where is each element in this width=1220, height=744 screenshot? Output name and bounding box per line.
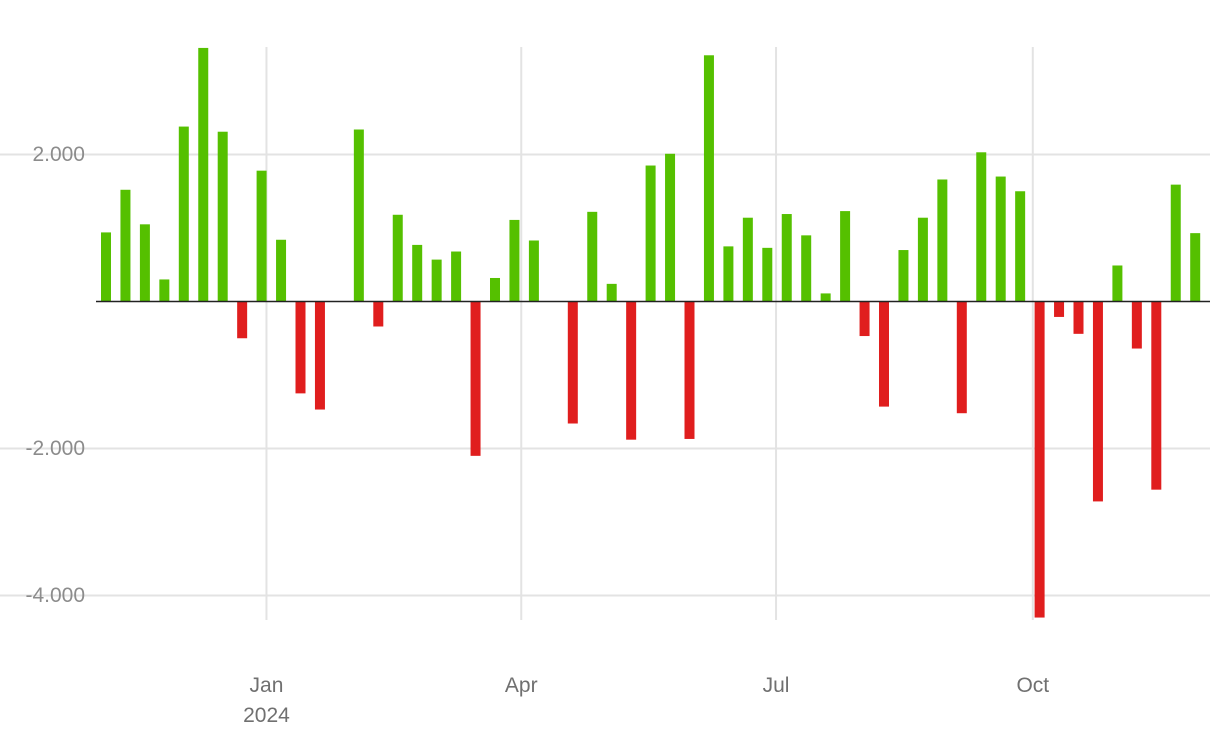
bar: [276, 239, 287, 302]
bar: [762, 247, 773, 302]
bar: [1054, 301, 1065, 317]
bar: [353, 129, 364, 302]
bar: [801, 235, 812, 302]
bar: [898, 250, 909, 302]
bar: [587, 211, 598, 302]
bar: [101, 232, 111, 302]
bar: [120, 189, 131, 302]
x-tick-label: Jan: [250, 674, 284, 697]
bar: [139, 224, 150, 302]
bar: [431, 259, 442, 302]
bar: [1131, 301, 1142, 349]
bar: [606, 283, 617, 302]
bar: [237, 301, 248, 339]
bar: [217, 131, 228, 302]
x-tick-label: Oct: [1016, 674, 1049, 697]
bar: [859, 301, 870, 337]
bar: [1112, 265, 1123, 302]
bar: [840, 211, 851, 302]
bar: [256, 170, 267, 302]
bar: [1151, 301, 1162, 490]
bar: [742, 217, 753, 302]
bar: [781, 214, 792, 302]
y-tick-labels: 2.000 -2.000 -4.000: [25, 143, 85, 607]
bar: [1015, 191, 1026, 302]
bar: [956, 301, 967, 414]
x-tick-label: Apr: [505, 674, 538, 697]
y-tick-label: 2.000: [32, 143, 85, 166]
bar: [295, 301, 306, 394]
bar: [820, 293, 831, 302]
bar: [1092, 301, 1103, 502]
bar: [178, 126, 189, 302]
bar: [567, 301, 578, 424]
bar: [976, 152, 987, 302]
bar: [703, 55, 714, 302]
bar: [1073, 301, 1084, 334]
bar: [723, 246, 734, 302]
y-tick-label: -4.000: [25, 584, 85, 607]
bar: [665, 153, 676, 302]
bar: [412, 244, 423, 302]
bar: [626, 301, 637, 440]
bars: [101, 47, 1201, 618]
bar: [451, 251, 462, 302]
bar: [159, 279, 170, 302]
bar: [490, 277, 500, 302]
bar: [509, 219, 520, 302]
y-tick-label: -2.000: [25, 437, 85, 460]
bar: [1170, 184, 1181, 302]
bar: [995, 176, 1006, 302]
bar: [198, 47, 209, 302]
bar: [879, 301, 889, 407]
bar: [314, 301, 325, 410]
bar: [645, 165, 656, 302]
bar: [937, 179, 948, 302]
bar: [1034, 301, 1045, 618]
bar: [1190, 233, 1201, 302]
bar: [470, 301, 481, 456]
x-tick-sublabel: 2024: [243, 704, 290, 727]
x-gridlines: [265, 47, 1034, 620]
bar: [392, 214, 403, 302]
bar: [528, 240, 539, 302]
bar: [684, 301, 695, 439]
x-tick-label: Jul: [763, 674, 790, 697]
bar: [917, 217, 928, 302]
bar: [373, 301, 384, 327]
x-tick-labels: Jan 2024 Apr Jul Oct: [243, 674, 1049, 727]
